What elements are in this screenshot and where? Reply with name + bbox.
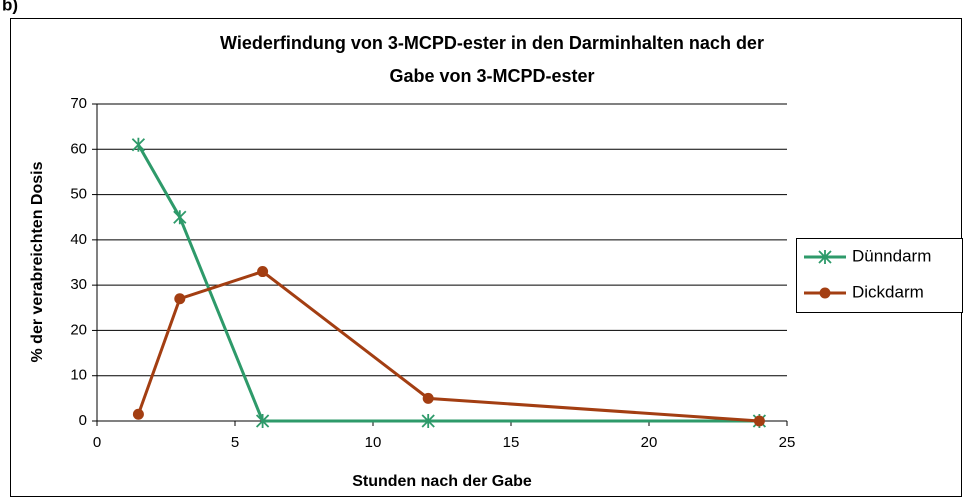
marker bbox=[421, 414, 435, 428]
marker bbox=[257, 266, 269, 278]
y-tick-label: 30 bbox=[70, 276, 87, 293]
x-tick-label: 10 bbox=[365, 434, 382, 451]
marker bbox=[255, 414, 270, 428]
chart-title: Gabe von 3-MCPD-ester bbox=[389, 66, 594, 86]
marker bbox=[422, 392, 434, 404]
x-tick-label: 25 bbox=[779, 434, 796, 451]
y-tick-label: 50 bbox=[70, 186, 87, 203]
legend-label: Dickdarm bbox=[852, 282, 924, 301]
y-tick-label: 60 bbox=[70, 140, 87, 157]
y-tick-label: 40 bbox=[70, 231, 87, 248]
panel-label: b) bbox=[2, 0, 18, 14]
marker bbox=[131, 137, 146, 152]
y-tick-label: 0 bbox=[79, 412, 87, 429]
y-tick-label: 10 bbox=[70, 367, 87, 384]
marker bbox=[132, 408, 144, 420]
marker bbox=[174, 293, 186, 305]
marker bbox=[818, 250, 832, 264]
y-tick-label: 70 bbox=[70, 95, 87, 112]
marker bbox=[753, 415, 765, 427]
y-tick-label: 20 bbox=[70, 321, 87, 338]
x-tick-label: 0 bbox=[93, 434, 101, 451]
chart-title: Wiederfindung von 3-MCPD-ester in den Da… bbox=[220, 33, 764, 53]
x-tick-label: 20 bbox=[641, 434, 658, 451]
x-tick-label: 5 bbox=[231, 434, 239, 451]
x-tick-label: 15 bbox=[503, 434, 520, 451]
y-axis-title: % der verabreichten Dosis bbox=[29, 161, 46, 362]
legend-label: Dünndarm bbox=[852, 246, 931, 265]
marker bbox=[173, 210, 187, 225]
x-axis-title: Stunden nach der Gabe bbox=[352, 473, 532, 490]
marker bbox=[819, 287, 831, 299]
